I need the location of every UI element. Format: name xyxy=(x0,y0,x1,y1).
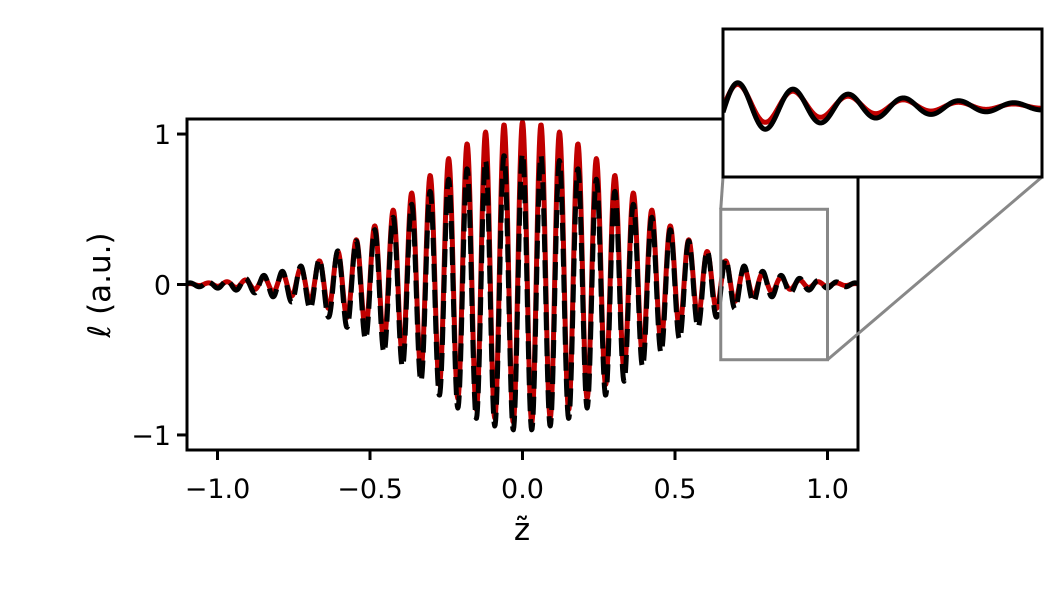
x-tick-label: 0.0 xyxy=(501,474,544,505)
x-axis-label: z̃ xyxy=(514,512,530,548)
inset-series-line-2 xyxy=(723,80,1042,132)
y-tick-label: 1 xyxy=(154,120,171,151)
x-tick-label: −1.0 xyxy=(185,474,251,505)
x-tick-label: 0.5 xyxy=(654,474,697,505)
y-tick-label: −1 xyxy=(131,421,171,452)
y-tick-label: 0 xyxy=(154,271,171,302)
y-axis-label: ℓ (a.u.) xyxy=(82,232,118,338)
series-line-dashed xyxy=(187,151,858,433)
zoom-box xyxy=(719,207,829,362)
x-tick-label: 1.0 xyxy=(806,474,849,505)
zoom-connector-bottom xyxy=(826,175,1043,361)
inset-frame xyxy=(721,27,1044,179)
zoom-connector-top xyxy=(719,176,725,210)
x-tick-label: −0.5 xyxy=(337,474,403,505)
inset-background xyxy=(723,29,1042,177)
